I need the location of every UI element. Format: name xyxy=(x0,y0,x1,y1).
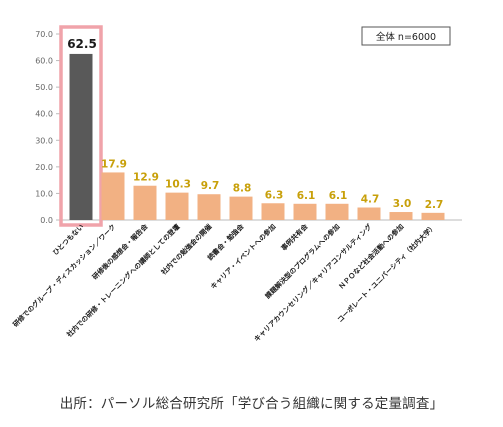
bar xyxy=(325,203,349,220)
source-caption: 出所：パーソル総合研究所「学び合う組織に関する定量調査」 xyxy=(59,396,444,412)
sample-size-label: 全体 n=6000 xyxy=(376,31,436,43)
bar xyxy=(133,185,157,220)
category-label: 事例共有会 xyxy=(279,222,310,253)
bar xyxy=(197,194,221,220)
y-tick-label: 30.0 xyxy=(35,136,53,145)
y-tick-label: 20.0 xyxy=(35,163,53,172)
category-label: ひとつもない xyxy=(51,222,86,257)
sample-size-box xyxy=(361,26,451,46)
bar-value-label: 2.7 xyxy=(425,199,444,211)
bar xyxy=(101,172,125,220)
category-label: キャリア・イベントへの参加 xyxy=(209,222,278,291)
y-tick-label: 0.0 xyxy=(40,216,53,225)
y-tick-label: 10.0 xyxy=(35,189,53,198)
bar-value-label: 8.8 xyxy=(233,183,252,195)
category-label: 研修後の感想会・報告会 xyxy=(90,222,149,281)
bar xyxy=(389,212,413,220)
bar xyxy=(421,212,445,220)
bar-chart: 0.0 10.0 20.0 30.0 40.0 50.0 60.0 70.0 全体 n=6000… xyxy=(11,25,462,344)
bar-value-label: 9.7 xyxy=(201,180,220,192)
bar xyxy=(293,203,317,220)
bar-value-label: 6.3 xyxy=(265,189,284,201)
bar-value-label: 4.7 xyxy=(361,194,380,206)
bar-value-label: 10.3 xyxy=(165,179,191,191)
y-tick-label: 50.0 xyxy=(35,83,53,92)
bar xyxy=(69,53,93,220)
category-label: 社内での勉強会の開催 xyxy=(158,222,213,277)
bar xyxy=(165,192,189,220)
category-label: 社内での研修・トレーニングへの講師としての登壇 xyxy=(64,222,182,340)
bar xyxy=(261,203,285,220)
bar-value-label: 12.9 xyxy=(133,172,159,184)
y-tick-label: 60.0 xyxy=(35,57,53,66)
y-tick-label: 70.0 xyxy=(35,30,53,39)
bar xyxy=(357,207,381,220)
bar-value-label: 17.9 xyxy=(101,158,127,170)
category-label: ＮＰＯなど社会活動への参加 xyxy=(337,222,406,291)
bar-value-label: 62.5 xyxy=(67,37,97,51)
category-label: キャリアカウンセリング／キャリアコンサルティング xyxy=(252,222,374,344)
y-tick-label: 40.0 xyxy=(35,110,53,119)
bar-value-label: 6.1 xyxy=(329,190,348,202)
highlight-frame xyxy=(59,25,103,227)
bar xyxy=(229,196,253,220)
bar-value-label: 6.1 xyxy=(297,190,316,202)
bar-value-label: 3.0 xyxy=(393,198,412,210)
